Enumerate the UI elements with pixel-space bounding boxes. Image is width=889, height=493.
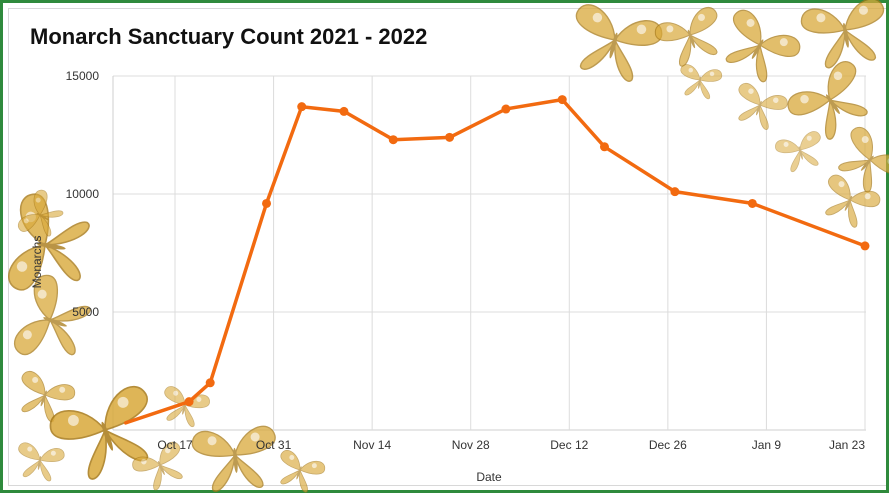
butterfly-icon (14, 274, 91, 356)
butterfly-icon (132, 441, 183, 491)
data-point[interactable] (860, 241, 870, 251)
x-tick-label: Oct 17 (157, 438, 193, 452)
butterfly-icon (800, 0, 885, 69)
butterfly-icon (17, 189, 64, 237)
y-tick-label: 15000 (66, 69, 100, 83)
butterfly-icon (838, 127, 889, 193)
butterfly-icon (280, 449, 326, 493)
x-tick-label: Nov 14 (353, 438, 391, 452)
x-tick-label: Jan 23 (829, 438, 865, 452)
butterfly-icon (575, 4, 663, 82)
data-point[interactable] (670, 187, 680, 197)
data-point[interactable] (445, 132, 455, 142)
x-axis-title: Date (476, 470, 502, 484)
data-point[interactable] (184, 397, 194, 407)
data-point[interactable] (297, 102, 307, 112)
x-tick-label: Oct 31 (256, 438, 292, 452)
y-axis-title: Monarchs (30, 236, 44, 289)
butterfly-icon (725, 9, 801, 83)
x-tick-label: Dec 26 (649, 438, 687, 452)
butterfly-icon (787, 61, 868, 140)
data-point[interactable] (388, 135, 398, 145)
tick-labels: 15000 10000 5000 Oct 17 Oct 31 Nov 14 Nov 28 De… (66, 69, 866, 452)
gridlines (112, 75, 866, 431)
butterfly-decor (8, 0, 889, 493)
chart-title: Monarch Sanctuary Count 2021 - 2022 (30, 24, 428, 49)
butterfly-icon (21, 370, 76, 423)
data-point[interactable] (262, 198, 272, 208)
data-point[interactable] (557, 95, 567, 105)
data-point[interactable] (501, 104, 511, 114)
data-point[interactable] (205, 378, 215, 388)
butterfly-icon (49, 385, 149, 480)
butterfly-icon (654, 6, 718, 67)
series-line (123, 97, 867, 425)
butterfly-icon (825, 174, 881, 228)
chart-area (8, 8, 886, 486)
butterfly-icon (775, 131, 821, 173)
butterfly-icon (680, 64, 723, 100)
data-point[interactable] (339, 106, 349, 116)
y-tick-label: 5000 (72, 305, 99, 319)
butterfly-icon (18, 442, 65, 482)
data-point[interactable] (599, 142, 609, 152)
series-line-layer (123, 95, 870, 425)
x-tick-label: Jan 9 (752, 438, 782, 452)
x-tick-label: Nov 28 (452, 438, 490, 452)
y-tick-label: 10000 (66, 187, 100, 201)
butterfly-icon (738, 82, 788, 130)
butterfly-icon (191, 425, 276, 492)
x-tick-label: Dec 12 (550, 438, 588, 452)
butterfly-icon (164, 386, 210, 428)
data-point[interactable] (747, 198, 757, 208)
